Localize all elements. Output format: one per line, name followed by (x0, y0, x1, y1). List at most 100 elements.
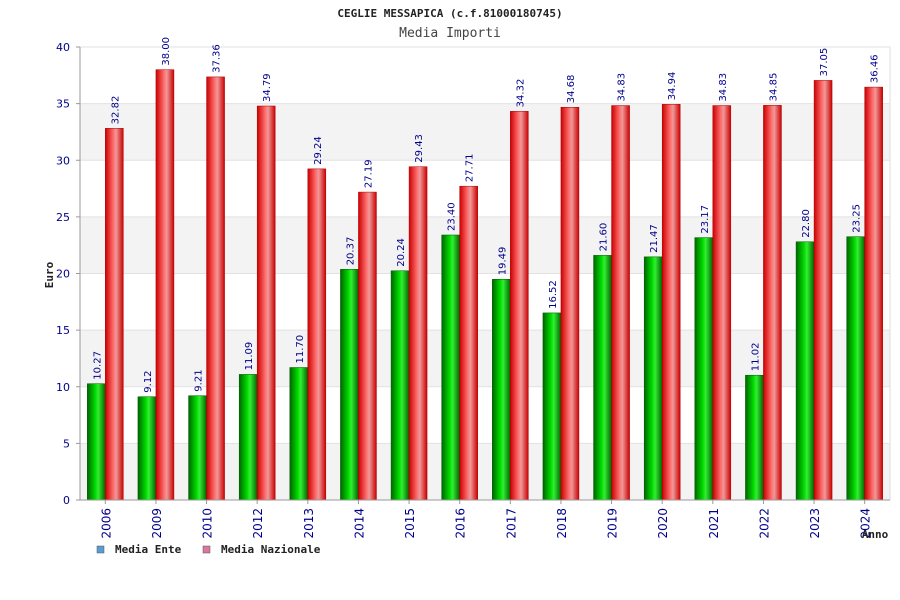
y-tick-label: 25 (56, 211, 70, 224)
y-axis-ticks: 0 5 10 15 20 25 30 35 40 (56, 41, 80, 507)
y-tick-label: 0 (63, 494, 70, 507)
bar-media-nazionale (408, 166, 428, 501)
bar-media-ente (542, 312, 562, 501)
legend-label-media-ente: Media Ente (115, 543, 182, 556)
bar-media-ente (87, 383, 106, 501)
bar-media-nazionale (510, 111, 529, 501)
bars (87, 69, 883, 501)
value-label: 34.94 (667, 72, 678, 101)
value-label: 34.79 (262, 73, 273, 102)
value-label: 20.24 (396, 238, 407, 267)
bar-media-ente (846, 236, 865, 501)
legend-label-media-nazionale: Media Nazionale (221, 543, 321, 556)
bar-media-ente (745, 374, 764, 501)
value-label: 9.12 (143, 370, 154, 392)
value-label: 37.36 (212, 44, 223, 73)
bar-media-ente (340, 269, 359, 501)
x-tick-label: 2023 (808, 508, 822, 539)
bar-media-nazionale (763, 105, 782, 501)
x-axis-label: Anno (862, 528, 889, 541)
value-label: 23.17 (700, 205, 711, 234)
y-tick-label: 30 (56, 154, 70, 167)
bar-media-ente (694, 237, 714, 501)
value-label: 38.00 (161, 37, 172, 66)
x-tick-label: 2017 (504, 508, 518, 539)
value-label: 11.02 (750, 343, 761, 372)
y-tick-label: 10 (56, 381, 70, 394)
value-label: 36.46 (870, 54, 881, 83)
bar-media-nazionale (307, 168, 327, 501)
bar-media-nazionale (813, 80, 833, 501)
x-tick-label: 2015 (403, 508, 417, 539)
value-label: 34.68 (566, 75, 577, 104)
y-tick-label: 20 (56, 268, 70, 281)
bar-media-ente (593, 255, 612, 501)
x-tick-label: 2018 (555, 508, 569, 539)
bar-media-nazionale (560, 106, 580, 501)
x-tick-label: 2012 (251, 508, 265, 539)
y-tick-label: 15 (56, 324, 70, 337)
bar-media-nazionale (206, 76, 225, 501)
value-label: 11.09 (244, 342, 255, 371)
value-label: 34.32 (515, 79, 526, 108)
value-label: 29.24 (313, 136, 324, 165)
x-tick-label: 2013 (302, 508, 316, 539)
bar-media-nazionale (358, 191, 377, 501)
bar-media-nazionale (256, 105, 276, 501)
bar-media-nazionale (712, 105, 732, 501)
x-tick-label: 2009 (150, 508, 164, 539)
value-label: 37.05 (819, 48, 830, 77)
bar-media-ente (492, 279, 511, 501)
x-tick-label: 2020 (656, 508, 670, 539)
value-label: 29.43 (414, 134, 425, 163)
legend-swatch-media-nazionale (202, 545, 211, 554)
bar-media-ente (188, 395, 207, 501)
value-label: 20.37 (345, 237, 356, 266)
bar-media-ente (137, 396, 157, 501)
value-label: 21.60 (599, 223, 610, 252)
bar-media-nazionale (611, 105, 630, 501)
value-label: 27.19 (363, 159, 374, 188)
bar-media-nazionale (459, 185, 478, 501)
bar-media-ente (238, 374, 258, 501)
bar-media-ente (795, 241, 815, 501)
value-label: 34.83 (718, 73, 729, 102)
bar-media-nazionale (105, 128, 124, 501)
value-label: 9.21 (194, 369, 205, 391)
y-axis-label: Euro (43, 261, 56, 288)
x-tick-label: 2022 (757, 508, 771, 539)
value-label: 23.25 (852, 204, 863, 233)
value-label: 10.27 (92, 351, 103, 380)
legend: Media Ente Media Nazionale (96, 543, 321, 556)
bar-media-nazionale (864, 86, 883, 501)
bar-media-ente (390, 270, 410, 501)
value-label: 34.83 (617, 73, 628, 102)
value-label: 34.85 (768, 73, 779, 102)
legend-swatch-media-ente (96, 545, 105, 554)
x-tick-label: 2010 (201, 508, 215, 539)
value-label: 11.70 (295, 335, 306, 364)
value-labels: 10.27 32.82 9.12 38.00 9.21 37.36 11.09 34.79 11… (92, 37, 880, 393)
value-label: 21.47 (649, 224, 660, 253)
value-label: 22.80 (801, 209, 812, 238)
value-label: 19.49 (497, 247, 508, 276)
value-label: 23.40 (447, 202, 458, 231)
x-tick-label: 2021 (707, 508, 721, 539)
chart-title: CEGLIE MESSAPICA (c.f.81000180745) (337, 7, 562, 20)
y-tick-label: 40 (56, 41, 70, 54)
x-tick-label: 2016 (454, 508, 468, 539)
bar-media-ente (643, 256, 663, 501)
x-axis-ticks: 2006 2009 2010 2012 2013 2014 2015 2016 2017 2018… (99, 500, 873, 539)
x-tick-label: 2024 (859, 508, 873, 539)
bar-media-nazionale (155, 69, 175, 501)
y-tick-label: 5 (63, 437, 70, 450)
bar-media-ente (289, 367, 309, 501)
x-tick-label: 2014 (352, 508, 366, 539)
bar-media-ente (441, 234, 460, 501)
y-tick-label: 35 (56, 98, 70, 111)
value-label: 27.71 (465, 154, 476, 183)
x-tick-label: 2019 (606, 508, 620, 539)
x-tick-label: 2006 (99, 508, 113, 539)
value-label: 32.82 (110, 96, 121, 125)
